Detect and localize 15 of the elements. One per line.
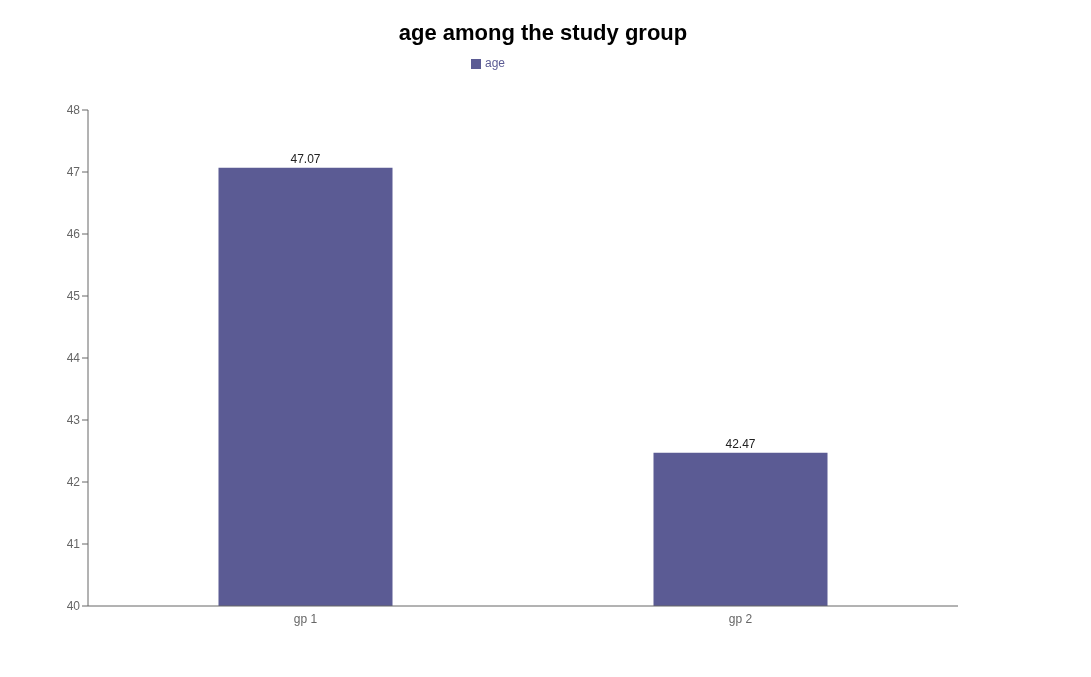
y-tick-label: 41 bbox=[66, 537, 81, 552]
y-tick-label: 42 bbox=[66, 475, 81, 490]
y-tick-label: 43 bbox=[66, 413, 81, 428]
y-tick-label: 44 bbox=[66, 351, 81, 366]
y-tick-label: 48 bbox=[66, 103, 81, 118]
x-tick-label: gp 1 bbox=[293, 611, 318, 626]
y-tick-label: 46 bbox=[66, 227, 81, 242]
legend-label: age bbox=[484, 56, 506, 70]
x-tick-label: gp 2 bbox=[728, 611, 753, 626]
chart-title: age among the study group bbox=[397, 19, 689, 46]
data-label: 42.47 bbox=[725, 436, 756, 451]
y-tick-label: 40 bbox=[66, 599, 81, 614]
data-label: 47.07 bbox=[290, 151, 321, 166]
y-tick-label: 47 bbox=[66, 165, 81, 180]
y-tick-label: 45 bbox=[66, 289, 81, 304]
